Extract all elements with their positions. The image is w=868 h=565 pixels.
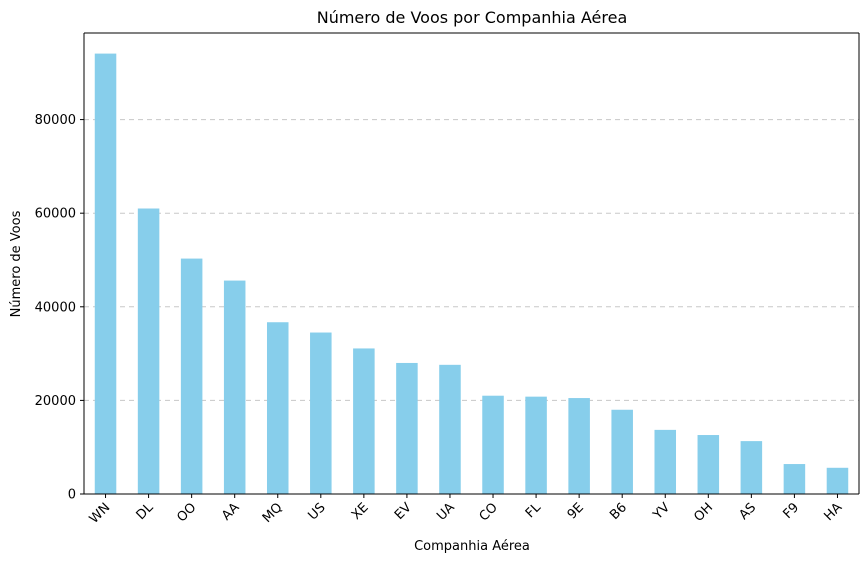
bar-fl [525,396,547,494]
bar-as [740,441,763,494]
x-tick-label: OO [174,500,199,525]
bar-ev [396,362,418,494]
y-tick-label: 20000 [35,394,76,409]
bar-xe [353,348,375,494]
bar-yv [654,429,677,494]
x-tick-label: AS [736,500,759,523]
x-tick-label: US [305,500,328,523]
bar-9e [568,398,590,494]
x-tick-label: B6 [607,500,630,523]
x-tick-label: MQ [260,500,286,526]
x-tick-label: DL [134,500,157,523]
y-axis-ticks: 0 20000 40000 60000 80000 [35,113,84,503]
x-tick-label: UA [434,500,458,524]
y-tick-label: 40000 [35,300,76,315]
x-tick-label: WN [87,500,114,527]
bar-ua [439,364,461,494]
x-tick-label: XE [349,500,372,523]
y-axis-label: Número de Voos [9,210,24,317]
bar-us [310,332,332,494]
x-tick-label: AA [219,500,243,524]
grid-lines [84,119,859,401]
x-tick-label: FL [523,500,545,522]
axes [83,32,860,495]
x-tick-label: OH [691,500,716,525]
bar-aa [223,280,246,494]
bar-co [482,395,504,494]
bar-b6 [611,409,633,494]
x-axis-ticks: WN DL OO AA MQ US XE EV UA CO FL 9E B6 YV OH AS F9 HA [87,494,845,527]
bars [94,53,849,494]
x-tick-label: F9 [781,500,803,522]
y-tick-label: 80000 [35,113,76,128]
bar-wn [94,53,117,494]
chart-title: Número de Voos por Companhia Aérea [317,8,628,27]
bar-dl [137,208,160,494]
x-tick-label: YV [650,500,673,523]
x-tick-label: CO [477,500,501,524]
x-axis-label: Companhia Aérea [414,539,530,554]
bar-oo [180,258,203,494]
y-tick-label: 0 [68,488,76,503]
x-tick-label: EV [392,500,415,523]
bar-mq [266,322,289,494]
bar-f9 [783,464,806,494]
y-tick-label: 60000 [35,207,76,222]
bar-oh [697,435,720,494]
x-tick-label: 9E [565,500,587,522]
x-tick-label: HA [821,500,845,524]
bar-ha [826,467,849,494]
